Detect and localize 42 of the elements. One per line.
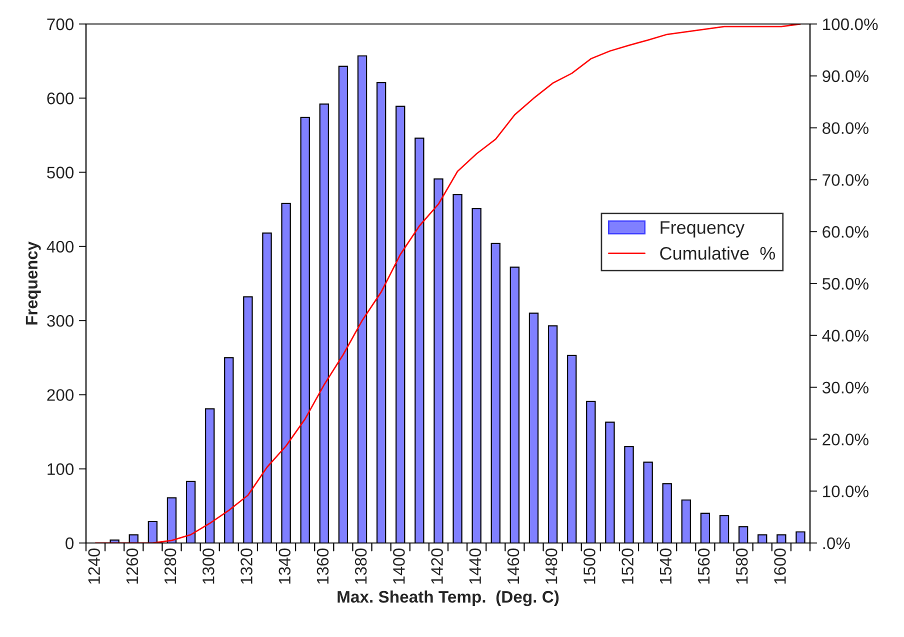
- x-tick-label: 1420: [431, 548, 443, 584]
- y2-tick-label: 50.0%: [822, 278, 868, 290]
- x-tick-label: 1300: [202, 548, 214, 584]
- y2-tick-label: 80.0%: [822, 122, 868, 134]
- x-tick-label: 1520: [622, 548, 634, 584]
- y2-tick-label: 60.0%: [822, 226, 868, 238]
- y-axis-title: Frequency: [26, 241, 41, 325]
- x-tick-label: 1260: [126, 548, 138, 584]
- x-tick-label: 1540: [660, 548, 672, 584]
- x-tick-label: 1560: [698, 548, 710, 584]
- x-tick-label: 1440: [469, 548, 482, 584]
- x-tick-label: 1380: [354, 548, 367, 584]
- y2-tick-label: 20.0%: [822, 434, 868, 446]
- legend-label: Frequency: [660, 221, 745, 238]
- y2-tick-label: 70.0%: [822, 174, 868, 186]
- x-tick-label: 1600: [774, 548, 786, 584]
- y-tick-label: 600: [47, 92, 74, 104]
- legend-label: Cumulative %: [660, 246, 776, 260]
- x-tick-label: 1580: [736, 548, 748, 584]
- y-tick-label: 200: [47, 389, 74, 401]
- x-tick-label: 1400: [393, 548, 405, 584]
- x-tick-label: 1320: [240, 548, 252, 584]
- y-tick-label: 300: [47, 314, 74, 327]
- y-tick-label: 0: [66, 537, 74, 550]
- x-tick-label: 1280: [164, 548, 176, 584]
- y-tick-label: 700: [47, 18, 74, 30]
- x-tick-label: 1360: [316, 548, 329, 584]
- y2-tick-label: 30.0%: [822, 382, 868, 394]
- x-tick-label: 1460: [507, 548, 520, 584]
- y-tick-label: 100: [48, 463, 74, 476]
- y2-tick-label: 100.0%: [823, 18, 878, 30]
- y2-tick-label: 40.0%: [822, 330, 868, 342]
- y-tick-label: 400: [46, 240, 74, 253]
- x-axis-title: Max. Sheath Temp. (Deg. C): [338, 590, 559, 606]
- y2-tick-label: 10.0%: [823, 486, 868, 498]
- x-tick-label: 1340: [278, 548, 291, 584]
- y2-tick-label: .0%: [823, 537, 850, 550]
- x-tick-label: 1500: [584, 548, 596, 584]
- y2-tick-label: 90.0%: [822, 70, 868, 82]
- x-tick-label: 1480: [545, 548, 558, 584]
- x-tick-label: 1240: [88, 548, 100, 584]
- y-tick-label: 500: [47, 166, 74, 178]
